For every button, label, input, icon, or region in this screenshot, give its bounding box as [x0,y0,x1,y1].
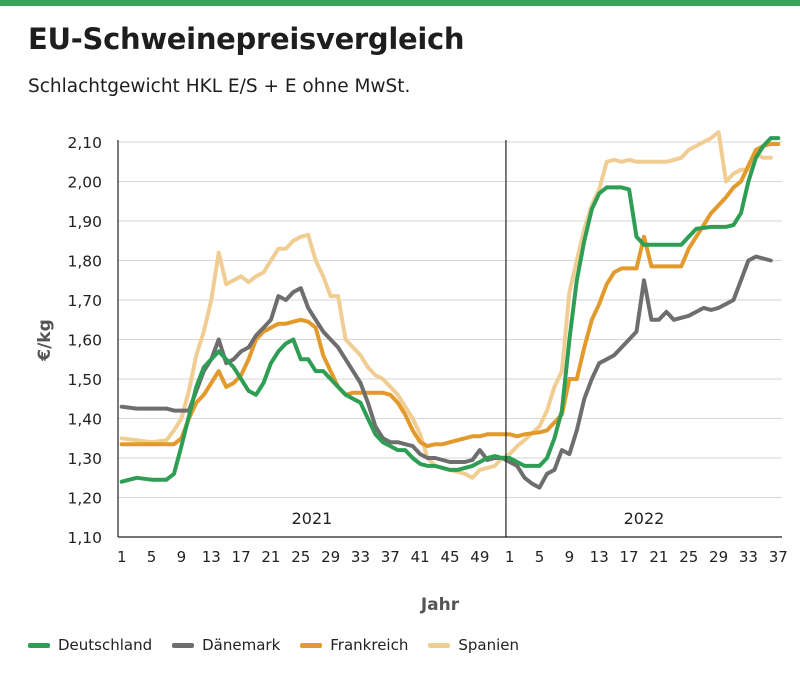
series-lines [119,130,781,490]
series-line-dänemark [119,254,773,490]
x-tick-label: 49 [470,548,489,566]
legend-label: Spanien [458,636,519,654]
x-tick-label: 33 [739,548,758,566]
x-tick-label: 21 [261,548,280,566]
series-line-spanien [119,130,773,480]
x-tick-label: 25 [291,548,310,566]
year-label-2021: 2021 [292,509,333,528]
x-tick-label: 41 [411,548,430,566]
y-tick-labels: 1,10 1,20 1,30 1,40 1,50 1,60 1,70 1,80 1,90 2,00… [67,134,102,547]
x-tick-label: 33 [351,548,370,566]
legend-item: Frankreich [300,636,408,654]
x-tick-label: 29 [321,548,340,566]
series-line-deutschland [119,136,781,484]
legend-label: Dänemark [202,636,281,654]
x-tick-label: 37 [769,548,788,566]
x-tick-label: 1 [117,548,127,566]
chart-subtitle: Schlachtgewicht HKL E/S + E ohne MwSt. [28,76,411,97]
x-tick-label: 25 [679,548,698,566]
x-tick-label: 9 [565,548,575,566]
x-tick-label: 37 [381,548,400,566]
year-label-2022: 2022 [624,509,665,528]
chart-title: EU-Schweinepreisvergleich [28,22,465,56]
x-tick-label: 21 [649,548,668,566]
y-tick-label: 1,80 [67,253,102,271]
legend-swatch [428,642,451,648]
y-tick-label: 1,50 [67,371,102,389]
x-tick-label: 5 [147,548,157,566]
x-tick-label: 45 [440,548,459,566]
y-tick-label: 2,00 [67,174,102,192]
legend-item: Dänemark [172,636,280,654]
y-tick-label: 1,40 [67,411,102,429]
legend-item: Spanien [428,636,519,654]
legend-swatch [172,642,195,648]
x-tick-label: 13 [202,548,221,566]
legend-label: Deutschland [58,636,153,654]
year-labels: 2021 2022 [292,509,665,528]
legend-swatch [300,642,323,648]
x-axis-label: Jahr [420,595,460,615]
y-tick-label: 1,70 [67,292,102,310]
y-tick-label: 1,20 [67,490,102,508]
legend: Deutschland Dänemark Frankreich Spanien [28,636,539,654]
y-tick-label: 2,10 [67,134,102,152]
x-tick-label: 9 [177,548,187,566]
x-tick-label: 17 [620,548,639,566]
y-tick-label: 1,90 [67,213,102,231]
series-line-frankreich [119,142,781,449]
x-tick-label: 17 [232,548,251,566]
x-tick-label: 5 [535,548,545,566]
x-tick-label: 13 [590,548,609,566]
y-tick-label: 1,10 [67,529,102,547]
x-tick-label: 1 [505,548,515,566]
y-tick-label: 1,60 [67,332,102,350]
y-axis-label: €/kg [35,319,55,362]
x-tick-labels: 1 5 9 13 17 21 25 29 33 37 41 45 49 1 5 9 13 17 21 25 29 33 37 [117,548,788,566]
legend-item: Deutschland [28,636,152,654]
axes [117,140,782,538]
y-tick-label: 1,30 [67,450,102,468]
legend-swatch [28,642,50,648]
legend-label: Frankreich [330,636,409,654]
x-tick-label: 29 [709,548,728,566]
accent-bar [0,0,800,6]
